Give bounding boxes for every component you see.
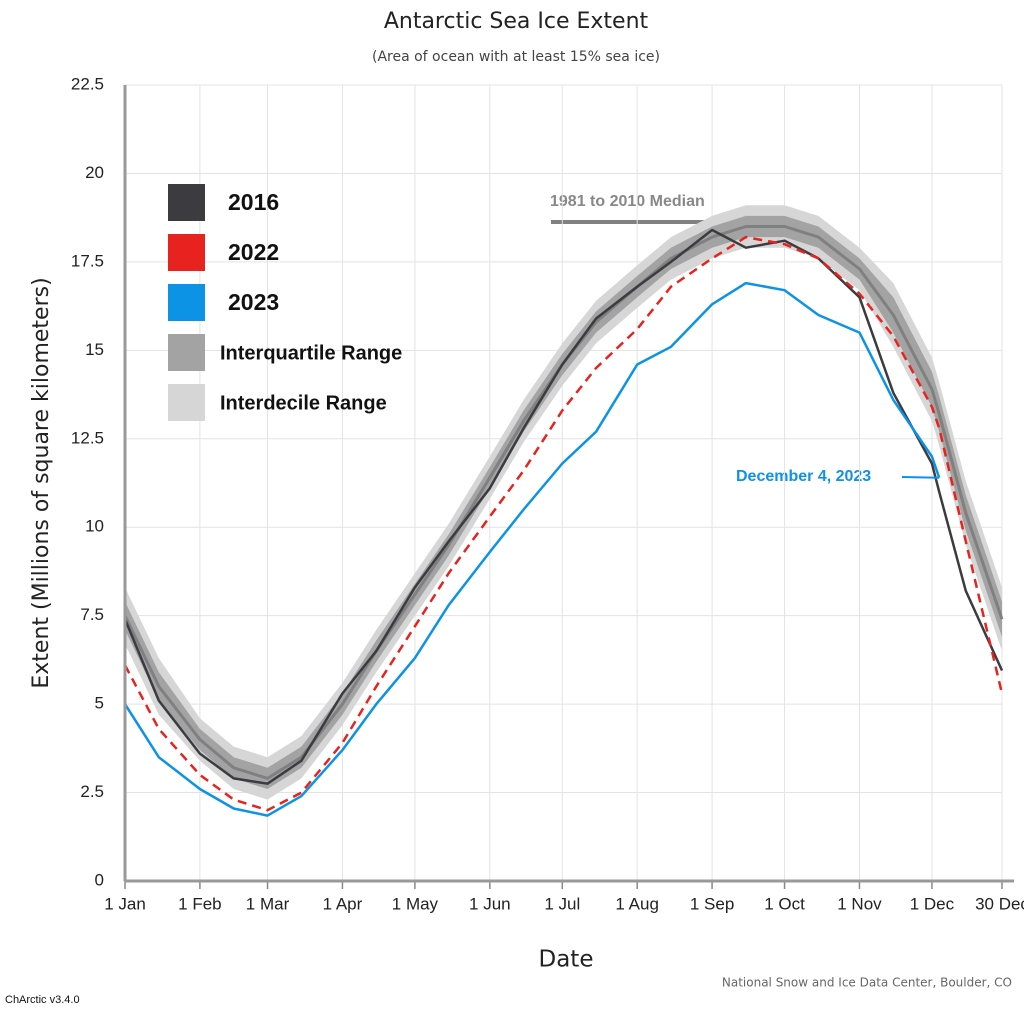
annotation-line — [901, 476, 940, 479]
legend-swatch — [168, 234, 205, 271]
series-line — [123, 235, 1004, 812]
x-tick-label: 1 Feb — [178, 894, 221, 913]
y-tick-label: 20 — [85, 163, 104, 182]
legend-swatch — [168, 184, 205, 221]
x-tick-label: 30 Dec — [975, 894, 1024, 913]
x-tick-label: 1 Jan — [104, 894, 146, 913]
date-annotation: December 4, 2023 — [736, 468, 871, 485]
legend-swatch — [168, 334, 205, 371]
x-tick-label: 1 Jul — [544, 894, 580, 913]
legend-label: 2022 — [228, 239, 279, 265]
x-tick-label: 1 Apr — [323, 894, 363, 913]
legend-swatch — [168, 384, 205, 421]
source-credit: National Snow and Ice Data Center, Bould… — [722, 976, 1012, 990]
legend-label: Interdecile Range — [220, 392, 387, 414]
y-tick-label: 7.5 — [80, 605, 104, 624]
legend-swatch — [168, 284, 205, 321]
x-tick-label: 1 Jun — [469, 894, 511, 913]
chart-subtitle: (Area of ocean with at least 15% sea ice… — [372, 49, 660, 65]
x-tick-label: 1 May — [392, 894, 439, 913]
legend-label: 2023 — [228, 289, 279, 315]
y-tick-label: 15 — [85, 340, 104, 359]
x-tick-label: 1 Sep — [690, 894, 734, 913]
y-tick-label: 0 — [95, 870, 104, 889]
y-tick-label: 17.5 — [71, 251, 104, 270]
y-tick-label: 2.5 — [80, 782, 104, 801]
x-tick-label: 1 Oct — [764, 894, 805, 913]
y-axis-label: Extent (Millions of square kilometers) — [29, 277, 54, 688]
series-line — [123, 228, 1004, 785]
y-tick-label: 10 — [85, 517, 104, 536]
median-annotation: 1981 to 2010 Median — [550, 193, 705, 210]
x-tick-label: 1 Aug — [615, 894, 659, 913]
y-tick-label: 5 — [95, 694, 104, 713]
x-tick-label: 1 Dec — [910, 894, 955, 913]
legend-label: 2016 — [228, 189, 279, 215]
x-tick-label: 1 Mar — [246, 894, 290, 913]
chart-title: Antarctic Sea Ice Extent — [384, 9, 649, 34]
legend-label: Interquartile Range — [220, 342, 402, 364]
version-label: ChArctic v3.4.0 — [5, 994, 80, 1006]
x-tick-label: 1 Nov — [837, 894, 882, 913]
series-line — [123, 281, 941, 817]
x-axis-label: Date — [539, 947, 594, 973]
y-tick-label: 12.5 — [71, 428, 104, 447]
y-tick-label: 22.5 — [71, 74, 104, 93]
